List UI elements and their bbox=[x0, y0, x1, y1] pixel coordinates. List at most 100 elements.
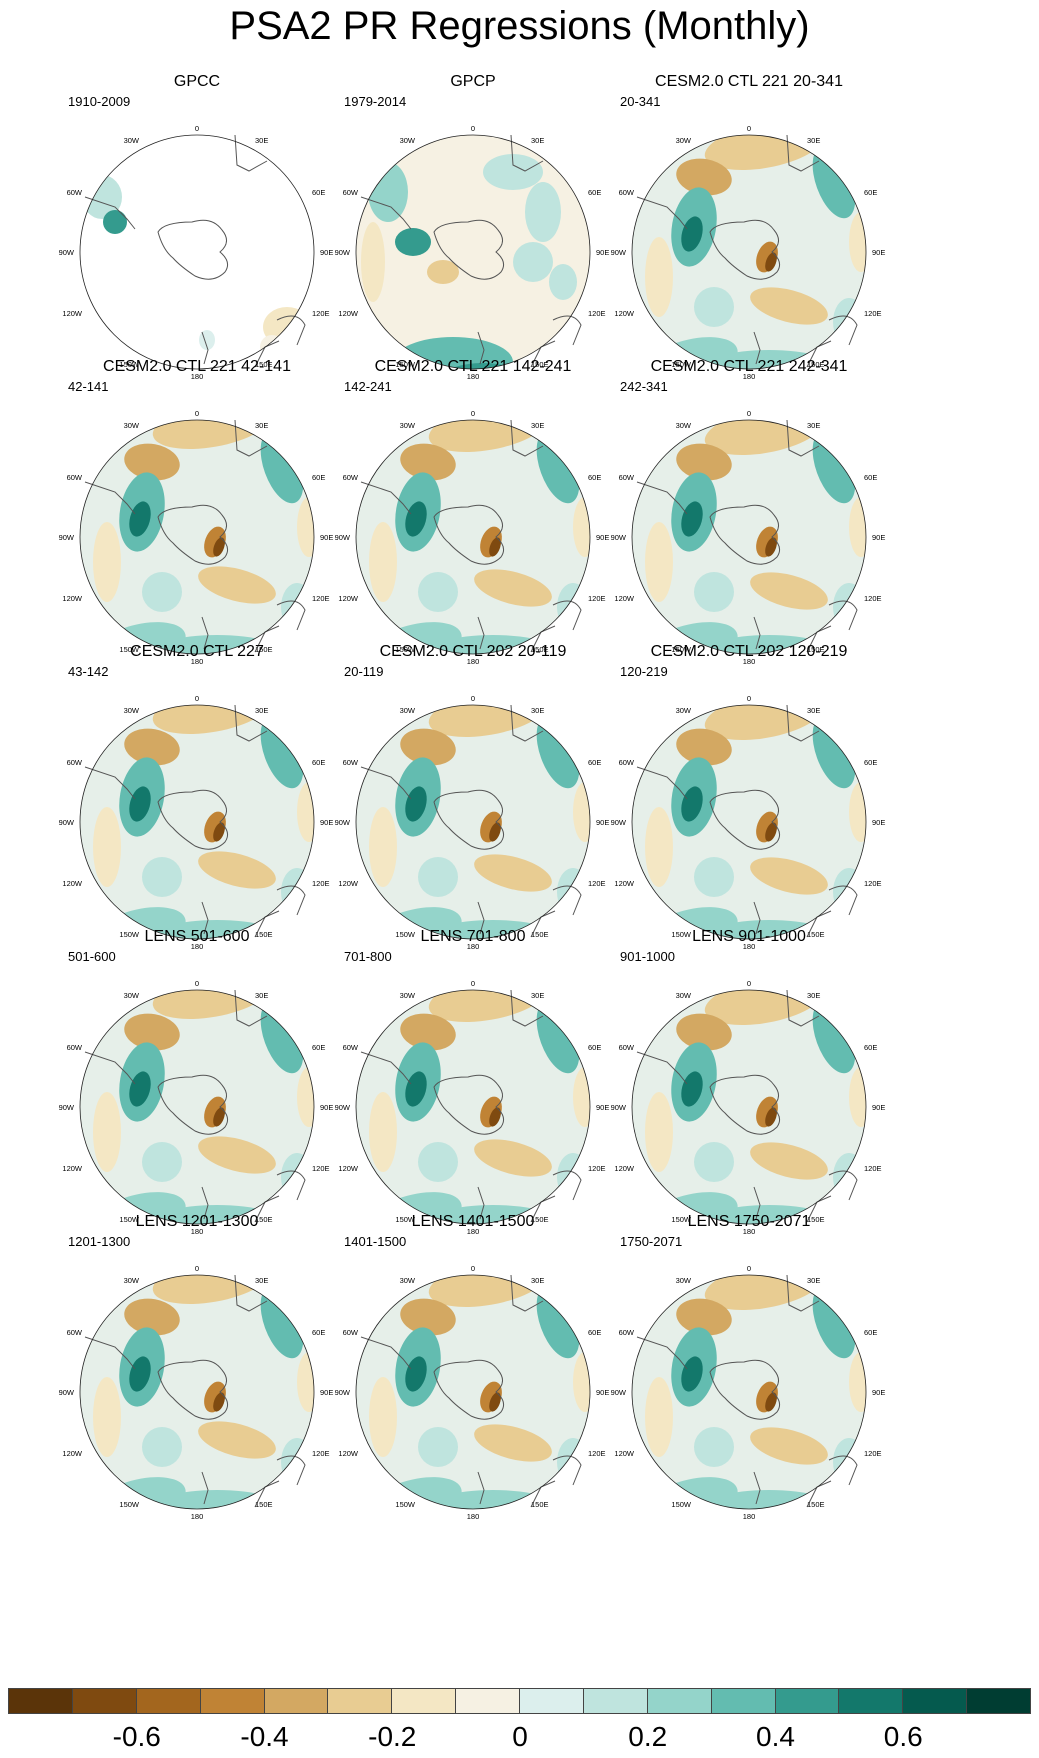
longitude-label: 60E bbox=[864, 1043, 877, 1052]
colorbar bbox=[8, 1688, 1031, 1714]
longitude-label: 60E bbox=[312, 473, 325, 482]
longitude-label: 30W bbox=[124, 1276, 140, 1285]
longitude-label: 90E bbox=[872, 533, 885, 542]
longitude-label: 120E bbox=[312, 594, 330, 603]
panel-title: LENS 901-1000 bbox=[692, 928, 806, 945]
longitude-label: 120E bbox=[864, 1164, 882, 1173]
colorbar-cell bbox=[646, 1688, 712, 1714]
longitude-label: 30E bbox=[531, 421, 544, 430]
polar-map: 0 180 30W 30E 60W 60E 90W 90E 120W 120E 150W 150E bbox=[335, 409, 610, 666]
longitude-label: 60E bbox=[588, 188, 601, 197]
longitude-label: 0 bbox=[471, 694, 475, 703]
polar-map: 0 180 30W 30E 60W 60E 90W 90E 120W 120E 150W 150E bbox=[335, 124, 610, 381]
longitude-label: 150E bbox=[807, 930, 825, 939]
coastline bbox=[84, 134, 306, 368]
longitude-label: 120W bbox=[62, 1164, 83, 1173]
longitude-label: 30W bbox=[400, 136, 416, 145]
map-panel: CESM2.0 CTL 221 42-141 42-141 0 180 30W 30E 60… bbox=[47, 357, 347, 667]
colorbar-tick-label: -0.4 bbox=[240, 1721, 289, 1752]
longitude-label: 30W bbox=[676, 706, 692, 715]
panel-title: CESM2.0 CTL 202 20-119 bbox=[379, 643, 567, 660]
regression-field bbox=[356, 990, 590, 1224]
longitude-label: 0 bbox=[471, 409, 475, 418]
longitude-label: 0 bbox=[471, 979, 475, 988]
longitude-label: 30W bbox=[676, 991, 692, 1000]
panel-period: 701-800 bbox=[344, 949, 392, 964]
longitude-label: 60W bbox=[619, 1328, 635, 1337]
longitude-label: 30E bbox=[807, 991, 820, 1000]
panel-period: 120-219 bbox=[620, 664, 668, 679]
longitude-label: 30E bbox=[531, 1276, 544, 1285]
longitude-label: 30E bbox=[255, 706, 268, 715]
longitude-label: 150W bbox=[395, 930, 416, 939]
longitude-label: 150W bbox=[395, 645, 416, 654]
map-panel: CESM2.0 CTL 227 43-142 0 180 30W 30E 60W 60E 90W… bbox=[47, 642, 347, 952]
longitude-label: 30W bbox=[400, 421, 416, 430]
colorbar-cell bbox=[966, 1688, 1031, 1714]
polar-map: 0 180 30W 30E 60W 60E 90W 90E 120W 120E 150W 150E bbox=[335, 979, 610, 1236]
longitude-label: 60E bbox=[864, 188, 877, 197]
longitude-label: 120W bbox=[62, 879, 83, 888]
longitude-label: 150W bbox=[395, 360, 416, 369]
longitude-label: 60W bbox=[343, 473, 359, 482]
panel-period: 43-142 bbox=[68, 664, 109, 679]
polar-map: 0 180 30W 30E 60W 60E 90W 90E 120W 120E 150W 150E bbox=[59, 979, 334, 1236]
colorbar-cell bbox=[263, 1688, 329, 1714]
longitude-label: 180 bbox=[743, 1227, 756, 1236]
longitude-label: 90E bbox=[320, 1388, 333, 1397]
longitude-label: 180 bbox=[191, 1512, 204, 1521]
colorbar-cell bbox=[582, 1688, 648, 1714]
longitude-label: 90W bbox=[611, 248, 627, 257]
longitude-label: 30E bbox=[255, 421, 268, 430]
longitude-label: 60E bbox=[864, 1328, 877, 1337]
longitude-label: 30W bbox=[124, 706, 140, 715]
colorbar-cell bbox=[8, 1688, 73, 1714]
longitude-label: 90E bbox=[320, 533, 333, 542]
longitude-label: 150E bbox=[255, 1215, 273, 1224]
polar-map: 0 180 30W 30E 60W 60E 90W 90E 120W 120E 150W 150E bbox=[335, 1264, 610, 1521]
longitude-label: 90W bbox=[335, 1388, 351, 1397]
panel-period: 1201-1300 bbox=[68, 1234, 131, 1249]
colorbar-tick-label: -0.2 bbox=[368, 1721, 417, 1752]
longitude-label: 150W bbox=[119, 1215, 140, 1224]
longitude-label: 90W bbox=[611, 1103, 627, 1112]
longitude-label: 30E bbox=[807, 136, 820, 145]
longitude-label: 30W bbox=[676, 421, 692, 430]
panel-title: LENS 1201-1300 bbox=[135, 1213, 259, 1230]
longitude-label: 30W bbox=[124, 136, 140, 145]
longitude-label: 60E bbox=[312, 1328, 325, 1337]
coastline bbox=[636, 134, 858, 368]
colorbar-cell bbox=[71, 1688, 137, 1714]
longitude-label: 90E bbox=[596, 533, 609, 542]
longitude-label: 180 bbox=[743, 657, 756, 666]
longitude-label: 60W bbox=[619, 758, 635, 767]
longitude-label: 90W bbox=[335, 533, 351, 542]
longitude-label: 180 bbox=[191, 657, 204, 666]
longitude-label: 150E bbox=[255, 1500, 273, 1509]
longitude-label: 120E bbox=[864, 594, 882, 603]
longitude-label: 90E bbox=[596, 1103, 609, 1112]
longitude-label: 60W bbox=[343, 1328, 359, 1337]
longitude-label: 30E bbox=[255, 991, 268, 1000]
longitude-label: 90W bbox=[335, 818, 351, 827]
longitude-label: 150W bbox=[119, 645, 140, 654]
longitude-label: 0 bbox=[747, 1264, 751, 1273]
longitude-label: 120W bbox=[614, 594, 635, 603]
longitude-label: 60E bbox=[588, 758, 601, 767]
figure-title: PSA2 PR Regressions (Monthly) bbox=[229, 4, 810, 48]
longitude-label: 150W bbox=[119, 360, 140, 369]
longitude-label: 90E bbox=[872, 248, 885, 257]
longitude-label: 150E bbox=[531, 1215, 549, 1224]
polar-map: 0 180 30W 30E 60W 60E 90W 90E 120W 120E 150W 150E bbox=[611, 694, 886, 951]
longitude-label: 30E bbox=[807, 1276, 820, 1285]
map-panel: LENS 1401-1500 1401-1500 0 180 30W 30E 60W 60E 9… bbox=[323, 1212, 623, 1522]
longitude-label: 90W bbox=[59, 1388, 75, 1397]
panel-title: CESM2.0 CTL 221 20-341 bbox=[655, 73, 843, 90]
polar-map: 0 180 30W 30E 60W 60E 90W 90E 120W 120E 150W 150E bbox=[611, 409, 886, 666]
longitude-label: 30W bbox=[400, 706, 416, 715]
map-panel: LENS 501-600 501-600 0 180 30W 30E 60W 60E 90W 90… bbox=[47, 927, 347, 1237]
longitude-label: 30E bbox=[807, 421, 820, 430]
longitude-label: 180 bbox=[467, 657, 480, 666]
longitude-label: 30E bbox=[531, 991, 544, 1000]
panel-period: 42-141 bbox=[68, 379, 109, 394]
